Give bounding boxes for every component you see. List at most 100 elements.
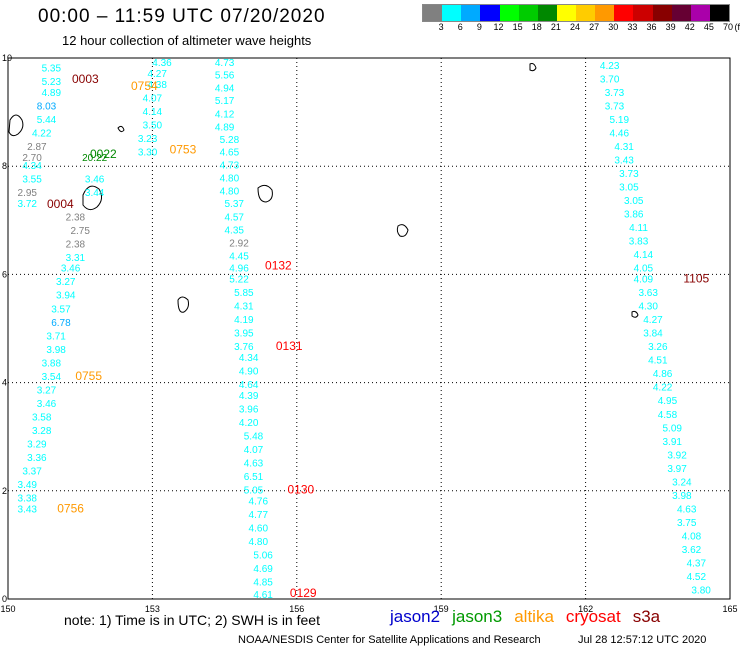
wave-height-value: 4.90 bbox=[239, 366, 259, 377]
color-scale-label: 12 bbox=[493, 22, 504, 32]
wave-height-value: 4.39 bbox=[239, 391, 259, 402]
pass-time-label: 0131 bbox=[276, 339, 303, 353]
wave-height-value: 5.28 bbox=[220, 135, 240, 146]
color-scale-label: 70 bbox=[722, 22, 734, 32]
wave-height-value: 3.43 bbox=[614, 155, 634, 166]
island-outline bbox=[257, 184, 273, 203]
pass-time-label: 0129 bbox=[290, 586, 317, 600]
y-tick-label: 2 bbox=[2, 486, 7, 496]
wave-height-value: 3.84 bbox=[643, 329, 663, 340]
wave-height-value: 4.12 bbox=[215, 110, 235, 121]
wave-height-value: 4.31 bbox=[234, 302, 254, 313]
wave-height-value: 4.38 bbox=[147, 80, 167, 91]
wave-height-value: 3.97 bbox=[667, 464, 687, 475]
wave-height-value: 2.75 bbox=[70, 226, 90, 237]
wave-height-value: 4.31 bbox=[614, 142, 634, 153]
satellite-track: 4.34 4.90 4.644.39 3.96 4.20 5.48 4.07 4.63 6.51… bbox=[239, 353, 315, 497]
satellite-track: 5.35 5.234.89 8.03 5.44 4.22 2.872.70 0003 bbox=[22, 64, 99, 164]
wave-height-value: 4.64 bbox=[239, 380, 259, 391]
wave-height-value: 5.48 bbox=[244, 431, 264, 442]
wave-height-value: 4.58 bbox=[658, 410, 678, 421]
color-swatch bbox=[709, 5, 729, 21]
wave-height-value: 2.38 bbox=[66, 239, 86, 250]
mission-label: jason2 bbox=[390, 607, 441, 626]
color-scale-label: 42 bbox=[684, 22, 695, 32]
mission-legend: jason2 jason3 altika cryosat s3a bbox=[390, 607, 672, 627]
wave-height-value: 3.83 bbox=[629, 237, 649, 248]
wave-height-value: 3.50 bbox=[143, 120, 163, 131]
wave-height-value: 6.78 bbox=[51, 318, 71, 329]
wave-height-value: 2.92 bbox=[229, 238, 249, 249]
wave-height-value: 2.87 bbox=[27, 142, 47, 153]
mission-label: cryosat bbox=[565, 607, 621, 626]
wave-height-value: 4.95 bbox=[658, 396, 678, 407]
footer-note: note: 1) Time is in UTC; 2) SWH is in fe… bbox=[64, 612, 320, 628]
y-tick-label: 0 bbox=[2, 594, 7, 604]
wave-height-value: 4.94 bbox=[215, 84, 235, 95]
color-scale-bar bbox=[422, 4, 730, 22]
wave-height-value: 3.46 bbox=[37, 399, 57, 410]
color-scale-label: 3 bbox=[438, 22, 444, 32]
island-outlines bbox=[8, 63, 639, 318]
grid-lines bbox=[7, 57, 731, 600]
color-swatch bbox=[556, 5, 576, 21]
color-swatch bbox=[499, 5, 519, 21]
wave-height-value: 5.37 bbox=[224, 199, 244, 210]
wave-height-value: 4.57 bbox=[224, 212, 244, 223]
wave-height-value: 4.11 bbox=[629, 223, 648, 234]
wave-height-value: 4.27 bbox=[643, 315, 663, 326]
color-scale-label: 45 bbox=[703, 22, 714, 32]
color-scale-label: 36 bbox=[646, 22, 657, 32]
wave-height-value: 4.77 bbox=[249, 510, 269, 521]
color-scale-label: 18 bbox=[531, 22, 542, 32]
wave-height-value: 5.85 bbox=[234, 288, 254, 299]
wave-height-value: 3.27 bbox=[37, 385, 57, 396]
color-scale-label: 9 bbox=[476, 22, 482, 32]
wave-height-value: 3.29 bbox=[27, 440, 47, 451]
color-scale-label: (ft) bbox=[734, 22, 740, 32]
wave-height-value: 6.51 bbox=[244, 472, 264, 483]
color-scale-label: 24 bbox=[569, 22, 581, 32]
wave-height-value: 3.38 bbox=[18, 494, 38, 505]
wave-height-value: 3.92 bbox=[667, 450, 687, 461]
color-swatch bbox=[652, 5, 672, 21]
wave-height-value: 3.70 bbox=[600, 74, 620, 85]
wave-height-value: 4.61 bbox=[253, 590, 273, 601]
satellite-track: 3.27 3.46 3.58 3.28 3.29 3.36 3.37 3.49 3.383.43… bbox=[18, 385, 85, 515]
color-swatch bbox=[595, 5, 615, 21]
wave-height-value: 3.95 bbox=[234, 329, 254, 340]
color-scale-label: 21 bbox=[550, 22, 561, 32]
wave-height-value: 3.73 bbox=[605, 101, 625, 112]
wave-height-value: 4.52 bbox=[687, 572, 707, 583]
wave-height-value: 3.24 bbox=[672, 477, 692, 488]
wave-height-value: 5.17 bbox=[215, 96, 235, 107]
wave-height-value: 3.57 bbox=[51, 304, 71, 315]
x-tick-label: 156 bbox=[289, 604, 304, 614]
wave-height-value: 3.27 bbox=[56, 277, 76, 288]
wave-height-value: 3.63 bbox=[638, 288, 658, 299]
wave-height-value: 4.69 bbox=[253, 564, 273, 575]
wave-height-value: 4.65 bbox=[220, 147, 240, 158]
page-title: 00:00 – 11:59 UTC 07/20/2020 bbox=[38, 6, 326, 27]
color-swatch bbox=[518, 5, 538, 21]
wave-height-value: 3.98 bbox=[672, 491, 692, 502]
island-outline bbox=[117, 125, 125, 133]
wave-height-value: 4.19 bbox=[234, 315, 254, 326]
wave-height-value: 3.28 bbox=[32, 426, 52, 437]
wave-height-value: 4.63 bbox=[244, 458, 264, 469]
wave-height-value: 4.80 bbox=[220, 186, 240, 197]
wave-height-value: 3.46 bbox=[61, 264, 81, 275]
credit-line: NOAA/NESDIS Center for Satellite Applica… bbox=[238, 634, 541, 646]
wave-height-value: 5.56 bbox=[215, 71, 235, 82]
wave-height-value: 4.27 bbox=[147, 69, 167, 80]
x-tick-label: 165 bbox=[722, 604, 737, 614]
wave-height-value: 4.89 bbox=[42, 88, 62, 99]
wave-height-value: 3.49 bbox=[18, 480, 38, 491]
wave-height-value: 4.22 bbox=[32, 128, 52, 139]
wave-height-value: 4.96 bbox=[229, 264, 249, 275]
wave-height-value: 3.80 bbox=[691, 586, 711, 597]
satellite-track: 5.22 5.85 4.31 4.19 3.95 3.76 0131 bbox=[229, 275, 303, 354]
color-swatch bbox=[576, 5, 596, 21]
x-tick-label: 159 bbox=[434, 604, 449, 614]
